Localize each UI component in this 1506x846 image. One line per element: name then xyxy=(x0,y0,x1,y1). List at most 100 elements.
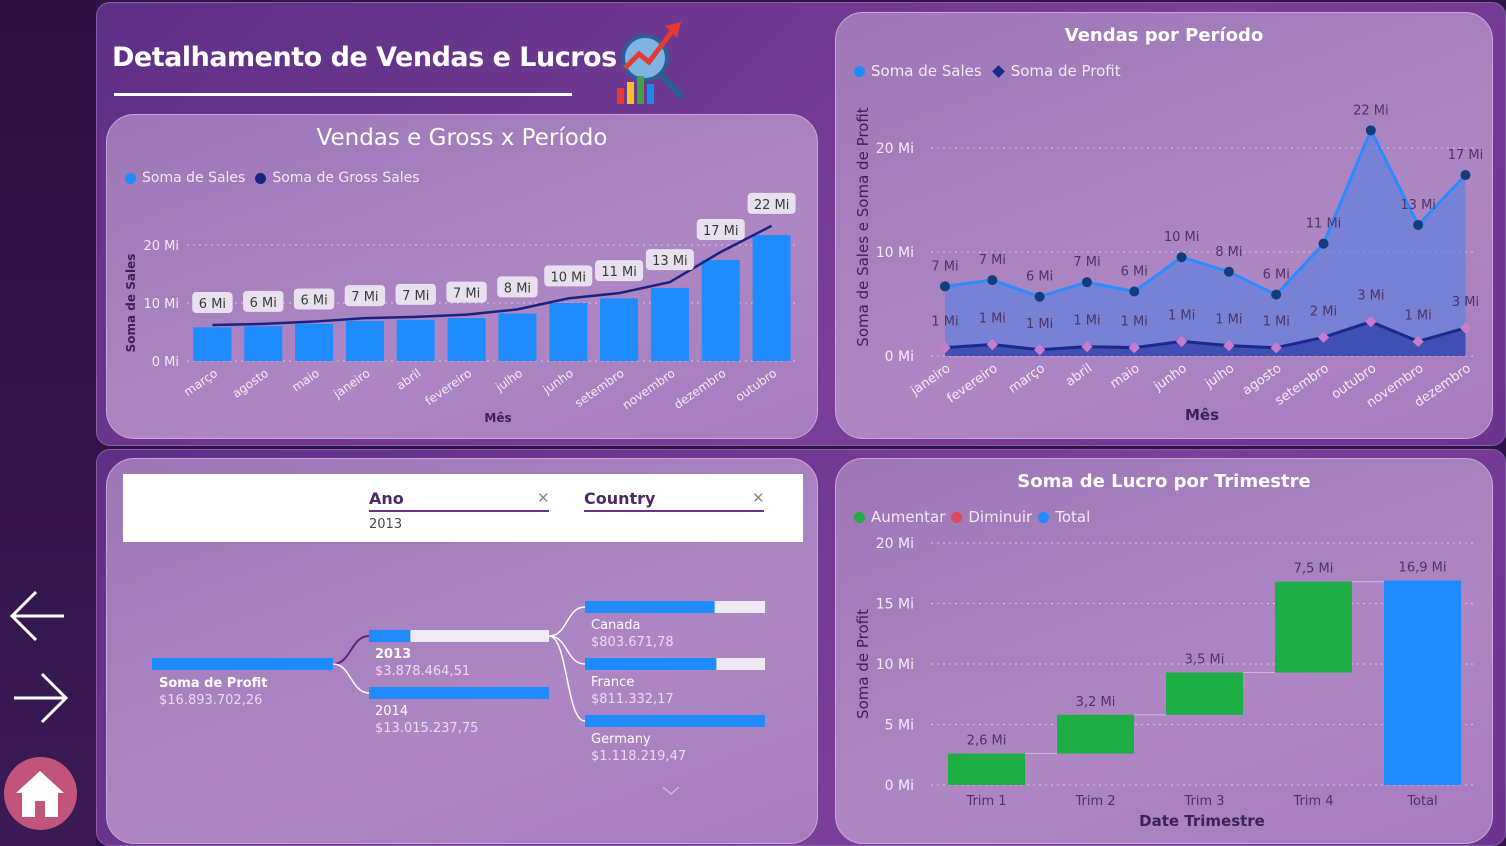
slicer-year-label: Ano xyxy=(369,489,404,508)
chart1-title: Vendas e Gross x Período xyxy=(316,125,608,151)
filter-card: Ano ✕ 2013 Country ✕ xyxy=(123,474,803,542)
profit-point xyxy=(1317,331,1330,343)
y-tick-label: 10 Mi xyxy=(876,657,914,673)
data-label-box xyxy=(395,283,436,305)
x-tick-label: março xyxy=(181,366,220,399)
sales-point xyxy=(1365,125,1376,136)
sales-data-label: 11 Mi xyxy=(1306,217,1342,232)
x-tick-label: agosto xyxy=(230,366,271,401)
profit-data-label: 1 Mi xyxy=(1405,308,1432,323)
x-tick-label: setembro xyxy=(572,366,627,410)
home-button[interactable] xyxy=(4,757,77,830)
data-label: 16,9 Mi xyxy=(1399,561,1447,576)
data-label: 6 Mi xyxy=(250,296,277,311)
y-tick-label: 0 Mi xyxy=(885,349,914,365)
data-label-box xyxy=(497,276,538,298)
chart2-title: Vendas por Período xyxy=(1064,25,1264,46)
waterfall-bar xyxy=(1166,672,1243,715)
x-tick-label: julho xyxy=(492,366,525,395)
x-tick-label: fevereiro xyxy=(422,366,474,408)
x-tick-label: abril xyxy=(394,366,424,393)
sales-period-panel: Vendas por Período Soma de Sales Soma de… xyxy=(835,12,1493,439)
data-label-box xyxy=(344,285,386,307)
y-tick-label: 10 Mi xyxy=(876,245,914,261)
sales-point xyxy=(940,281,950,292)
year-value: $13.015.237,75 xyxy=(375,721,478,736)
data-label-box xyxy=(192,292,233,314)
bar xyxy=(650,287,689,361)
data-label-box xyxy=(595,260,644,282)
y-tick-label: 20 Mi xyxy=(876,536,914,552)
y-tick-label: 5 Mi xyxy=(885,718,914,734)
country-label: France xyxy=(591,675,634,690)
connector xyxy=(548,635,586,665)
sales-line xyxy=(944,126,1467,299)
data-label: 7 Mi xyxy=(351,290,378,305)
sales-data-label: 7 Mi xyxy=(979,253,1006,268)
forward-button[interactable] xyxy=(12,670,70,726)
legend-total-label: Total xyxy=(1055,508,1091,526)
profit-data-label: 3 Mi xyxy=(1452,295,1479,310)
profit-data-label: 1 Mi xyxy=(1263,315,1290,330)
profit-point xyxy=(1412,335,1424,348)
sales-area xyxy=(945,130,1466,356)
year-label: 2014 xyxy=(375,704,408,719)
legend-decrease-marker xyxy=(951,511,963,523)
decomposition-tree[interactable]: Soma de Profit $16.893.702,26 2013 $3.878.4… xyxy=(106,590,818,820)
sales-point xyxy=(1129,286,1140,297)
x-tick-label: setembro xyxy=(1273,361,1332,409)
legend-sales-label: Soma de Sales xyxy=(871,62,982,80)
bar xyxy=(600,298,639,361)
x-tick-label: abril xyxy=(1063,361,1095,390)
y-tick-label: 15 Mi xyxy=(876,597,914,613)
profit-area xyxy=(945,321,1466,356)
chart2-legend: Soma de Sales Soma de Profit xyxy=(854,62,1121,80)
legend-gross-label: Soma de Gross Sales xyxy=(272,170,420,186)
waterfall-bar xyxy=(1057,714,1134,754)
y-axis-label: Soma de Sales xyxy=(124,254,138,353)
back-button[interactable] xyxy=(8,588,66,644)
sales-data-label: 22 Mi xyxy=(1353,103,1389,118)
legend-total-marker xyxy=(1038,511,1050,523)
profit-point xyxy=(1223,339,1235,352)
slicer-year-clear-icon[interactable]: ✕ xyxy=(537,489,550,507)
x-tick-label: julho xyxy=(1202,361,1237,392)
data-label-box xyxy=(747,192,796,214)
country-bar xyxy=(585,658,717,670)
x-tick-label: Trim 3 xyxy=(1183,794,1224,809)
bar xyxy=(244,326,283,361)
sales-growth-icon xyxy=(605,18,691,106)
profit-data-label: 2 Mi xyxy=(1310,304,1337,319)
year-label: 2013 xyxy=(375,647,411,662)
slicer-year-underline xyxy=(369,510,549,512)
data-label-box xyxy=(645,249,694,271)
legend-sales-label: Soma de Sales xyxy=(142,170,246,186)
x-tick-label: maio xyxy=(1108,361,1143,392)
data-label: 6 Mi xyxy=(199,297,226,312)
bar xyxy=(295,323,334,361)
slicer-country-clear-icon[interactable]: ✕ xyxy=(752,489,765,507)
x-tick-label: Trim 1 xyxy=(965,794,1006,809)
slicer-year-value[interactable]: 2013 xyxy=(369,517,403,532)
y-tick-label: 0 Mi xyxy=(152,355,179,370)
sales-point xyxy=(1271,289,1282,300)
profit-data-label: 1 Mi xyxy=(979,312,1006,327)
x-tick-label: outubro xyxy=(733,366,779,404)
legend-profit-label: Soma de Profit xyxy=(1010,62,1121,80)
country-bar xyxy=(585,715,765,727)
sales-data-label: 7 Mi xyxy=(1073,255,1100,270)
x-tick-label: Total xyxy=(1406,794,1437,809)
x-tick-label: junho xyxy=(1151,361,1190,395)
legend-sales-marker xyxy=(854,65,865,77)
sales-data-label: 8 Mi xyxy=(1215,245,1242,260)
y-tick-label: 10 Mi xyxy=(143,297,179,312)
country-value: $811.332,17 xyxy=(591,692,674,707)
quarter-profit-panel: Soma de Lucro por Trimestre Aumentar Dim… xyxy=(835,458,1493,844)
root-bar xyxy=(152,658,333,670)
legend-sales-marker xyxy=(125,172,136,184)
country-label: Germany xyxy=(591,732,651,747)
bar xyxy=(701,260,740,361)
x-axis-label: Date Trimestre xyxy=(1139,812,1265,830)
waterfall-bar xyxy=(1275,581,1352,673)
